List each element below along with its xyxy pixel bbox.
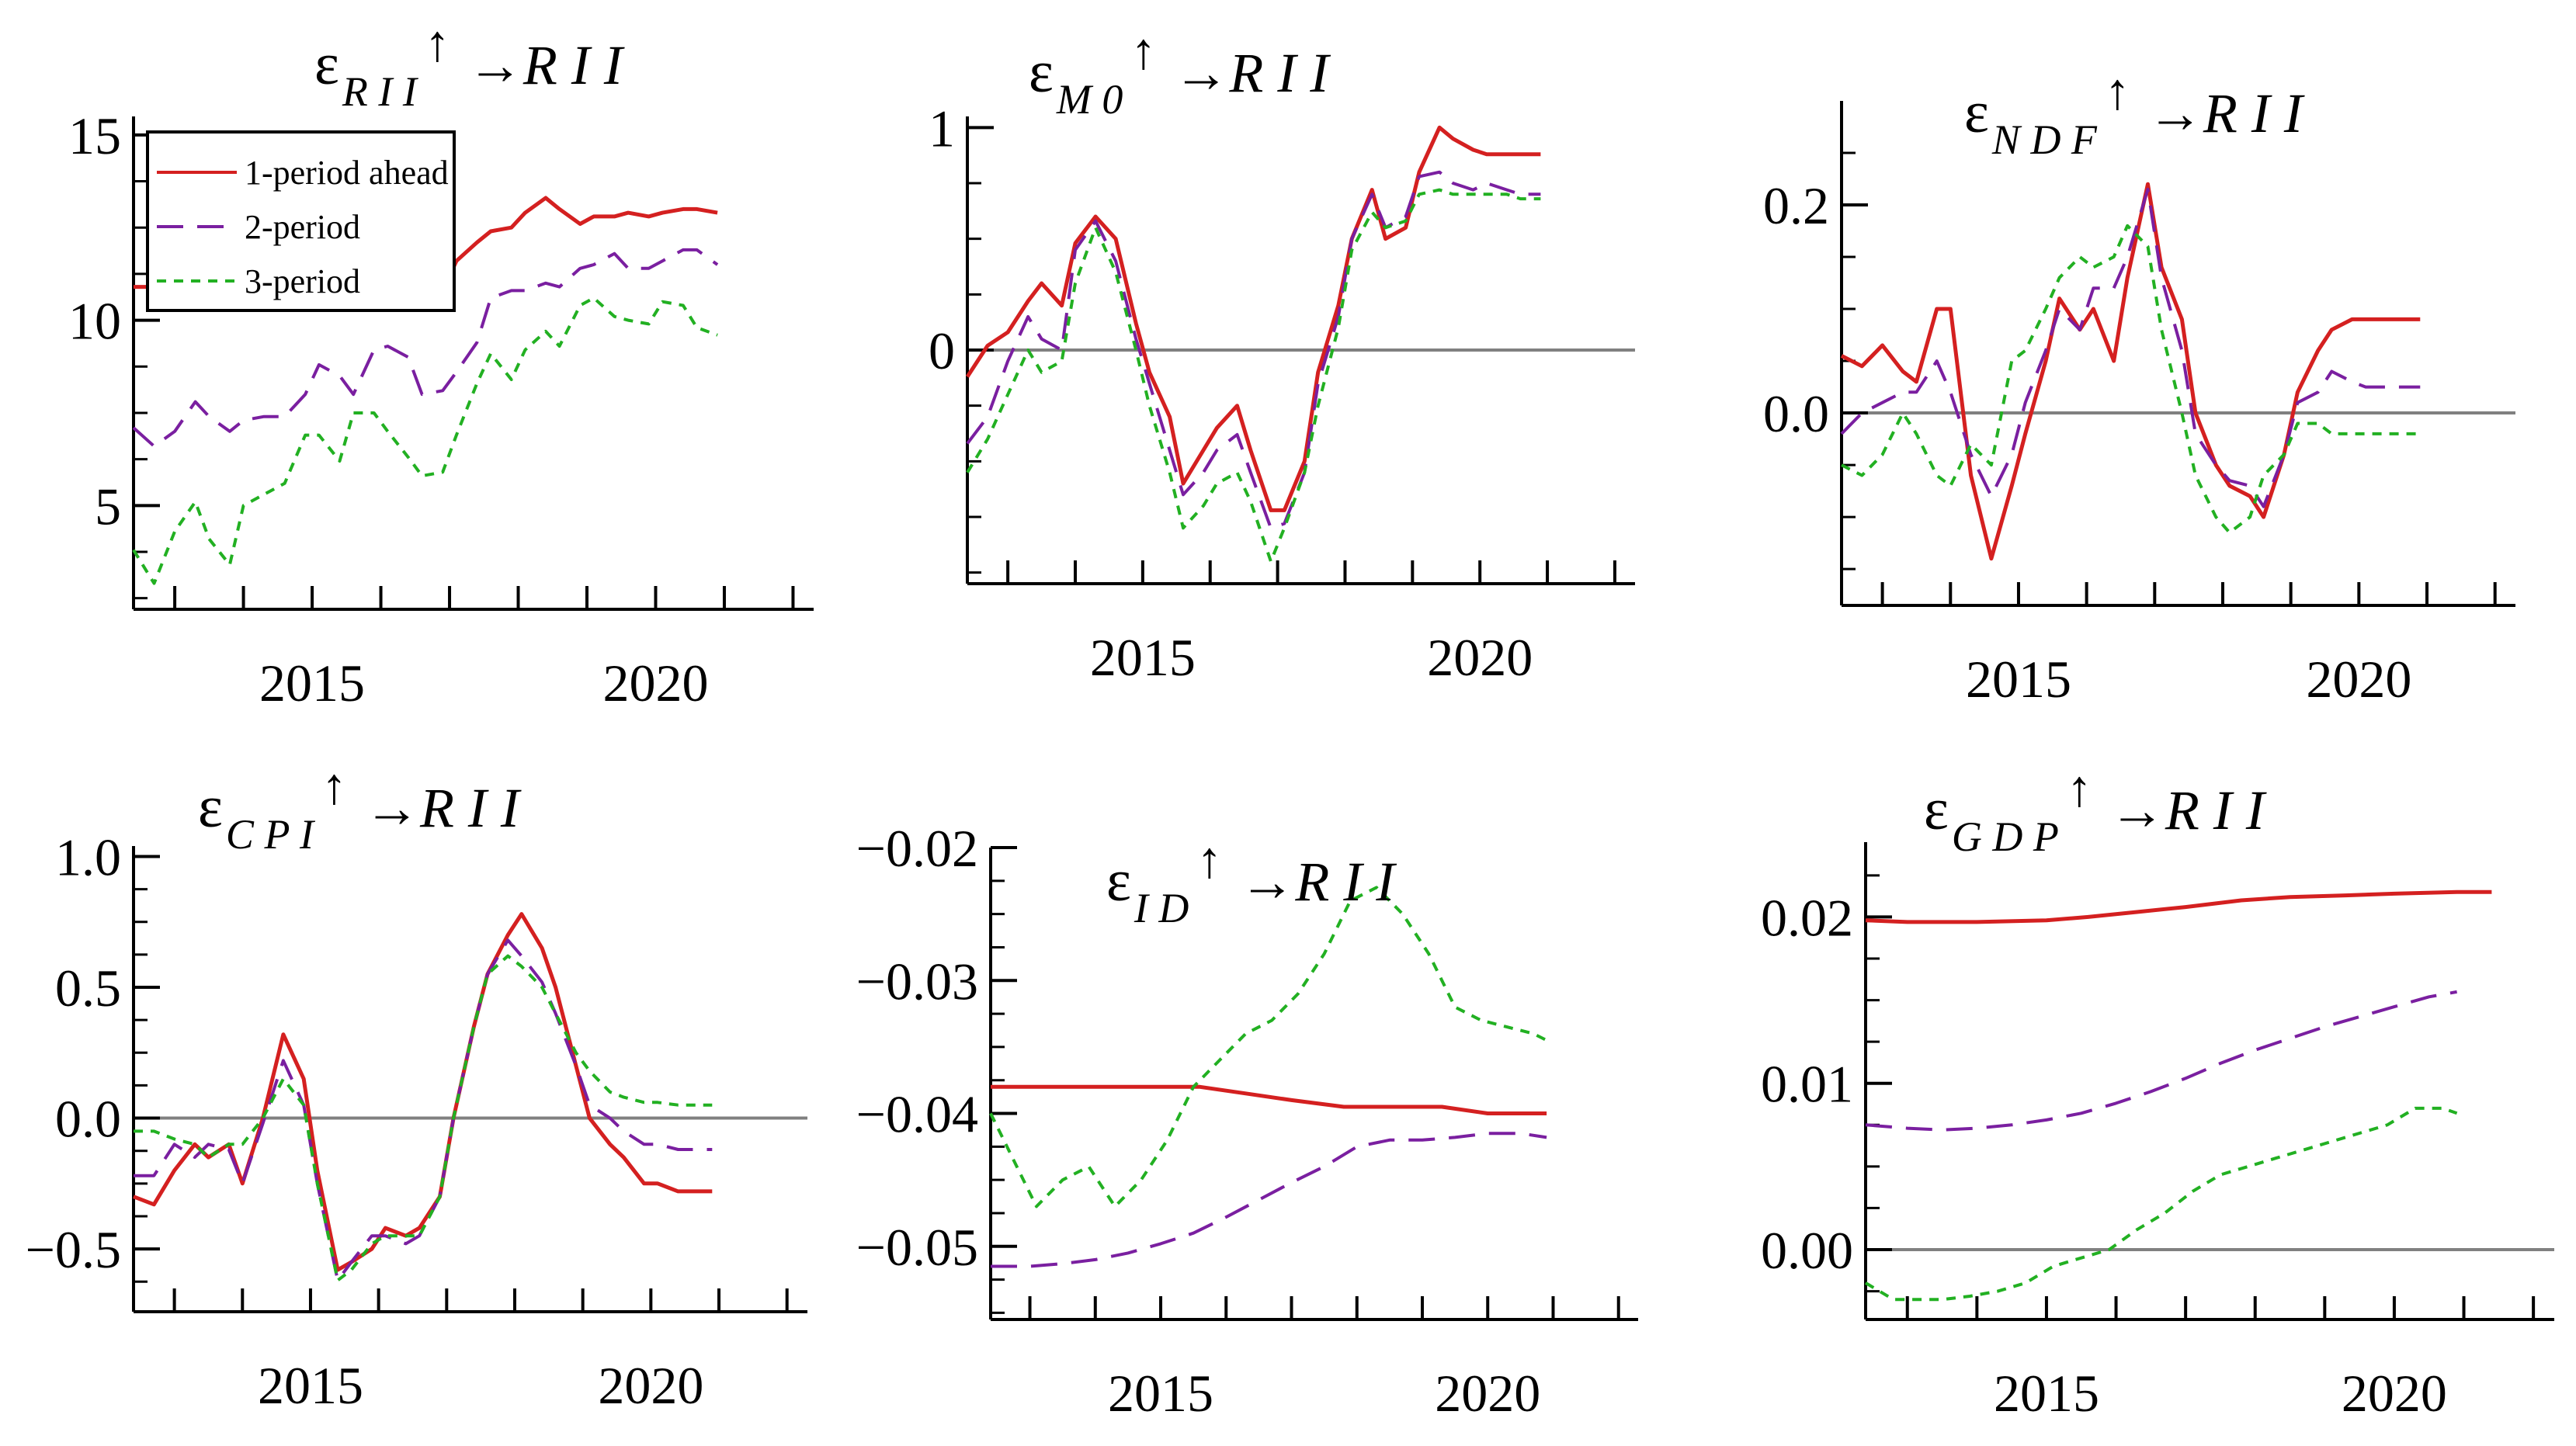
y-tick-label: 15 (68, 106, 121, 165)
x-tick-label: 2020 (2342, 1364, 2447, 1423)
legend-label: 2-period (245, 208, 360, 246)
panel-3: 2015 2020 0.0 0.2 εN D F↑ →R I I (1763, 64, 2515, 709)
x-tick-label: 2020 (1427, 628, 1533, 687)
panel-title: εN D F↑ →R I I (1964, 64, 2305, 163)
legend: 1-period ahead 2-period 3-period (146, 130, 456, 312)
series-line-h1 (965, 125, 1541, 512)
panel-2: 2015 2020 0 1 εM 0↑ →R I I (929, 23, 1635, 687)
series-line-h2 (134, 938, 713, 1282)
y-tick-label: 0.5 (55, 959, 121, 1018)
legend-label: 1-period ahead (245, 154, 449, 192)
x-tick-label: 2015 (259, 654, 365, 713)
y-tick-label: 10 (68, 292, 121, 351)
x-tick-label: 2015 (1994, 1364, 2099, 1423)
y-tick-label: 0.0 (1763, 384, 1829, 443)
y-tick-label: 0.0 (55, 1090, 121, 1149)
panel-4: 2015 2020 −0.5 0.0 0.5 1.0 εC P I↑ →R I I (26, 758, 807, 1415)
panel-title: εG D P↑ →R I I (1924, 761, 2267, 860)
series-line-h2 (1840, 187, 2421, 508)
y-tick-label: 0.2 (1763, 176, 1829, 235)
series-line-h3 (132, 296, 718, 585)
panel-6: 2015 2020 0.00 0.01 0.02 εG D P↑ →R I I (1761, 761, 2554, 1423)
y-tick-label: 0 (929, 321, 955, 380)
series-line-h1 (991, 1084, 1547, 1115)
x-tick-label: 2015 (1966, 650, 2071, 709)
panel-5: 2015 2020 −0.05 −0.04 −0.03 −0.02 εI D↑ →R I I (856, 819, 1638, 1423)
series-line-h2 (991, 1132, 1547, 1268)
legend-box (146, 130, 456, 312)
x-tick-label: 2015 (1108, 1364, 1213, 1423)
y-tick-label: −0.05 (856, 1218, 978, 1277)
x-tick-label: 2020 (2306, 650, 2411, 709)
panel-title: εM 0↑ →R I I (1029, 23, 1331, 123)
x-tick-label: 2015 (1090, 628, 1196, 687)
x-tick-label: 2015 (258, 1356, 363, 1415)
series-line-h1 (1840, 182, 2421, 561)
x-tick-label: 2020 (598, 1356, 703, 1415)
legend-label: 3-period (245, 262, 360, 300)
x-tick-label: 2020 (1435, 1364, 1540, 1423)
y-tick-label: 5 (95, 477, 121, 536)
y-tick-label: −0.04 (856, 1085, 978, 1144)
y-tick-label: 0.02 (1761, 888, 1853, 947)
y-tick-label: −0.02 (856, 819, 978, 878)
y-tick-label: 1.0 (55, 827, 121, 886)
series-line-h3 (966, 188, 1541, 563)
y-tick-label: 0.00 (1761, 1221, 1853, 1280)
series-line-h1 (133, 912, 713, 1272)
y-tick-label: 1 (929, 99, 955, 158)
series-line-h3 (1841, 224, 2421, 535)
series-line-h2 (132, 248, 719, 448)
panel-title: εI D↑ →R I I (1106, 832, 1397, 931)
series-line-h1 (1865, 889, 2492, 924)
panel-1: 2015 2020 5 10 15 εR I I↑ →R I I (68, 16, 814, 713)
y-tick-label: −0.5 (26, 1220, 121, 1279)
series-line-h2 (1865, 990, 2457, 1132)
panel-title: εR I I↑ →R I I (314, 16, 625, 115)
x-tick-label: 2020 (602, 654, 708, 713)
series-line-h3 (1864, 1106, 2458, 1302)
y-tick-label: −0.03 (856, 952, 978, 1011)
panel-title: εC P I↑ →R I I (198, 758, 522, 858)
y-tick-label: 0.01 (1761, 1055, 1853, 1114)
series-line-h3 (134, 954, 713, 1282)
series-line-h3 (989, 886, 1547, 1208)
